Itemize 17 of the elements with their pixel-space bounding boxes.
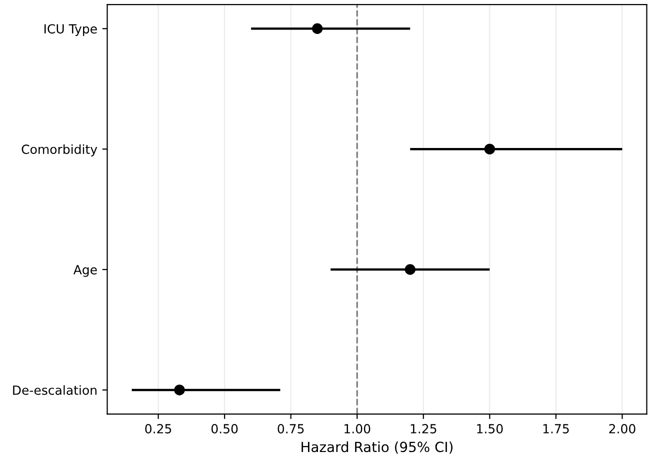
x-tick-label: 1.00 (344, 424, 370, 434)
point (312, 23, 323, 34)
x-tick-label: 0.50 (211, 424, 238, 434)
y-tick-label: Comorbidity (22, 144, 98, 156)
point (404, 264, 416, 275)
point (484, 144, 496, 154)
x-tick-label: 1.25 (410, 424, 436, 434)
x-tick-label: 0.75 (278, 424, 304, 434)
x-tick-label: 2.00 (609, 424, 636, 434)
y-tick-label: De-escalation (13, 385, 96, 395)
point (174, 384, 185, 396)
x-tick-label: 1.75 (543, 424, 569, 434)
y-tick-label: Age (73, 265, 97, 277)
x-axis-title: Hazard Ratio (95% CI) (302, 441, 453, 454)
x-tick-label: 1.50 (477, 424, 503, 434)
y-tick-label: ICU Type (44, 24, 97, 36)
x-tick-label: 0.25 (145, 424, 172, 434)
